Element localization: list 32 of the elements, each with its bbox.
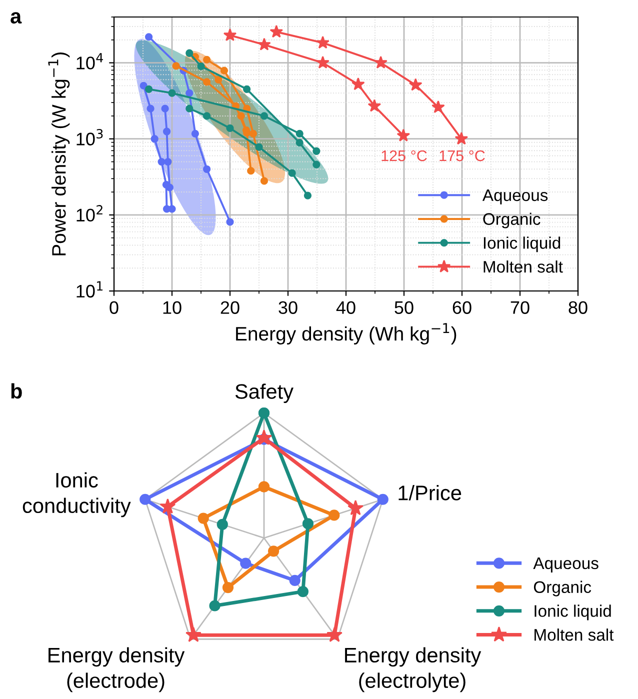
legend-label: Ionic liquid	[534, 604, 611, 620]
x-axis-title: Energy density (Wh kg$^{−1}$)	[236, 323, 456, 345]
x-tick-label: 50	[394, 301, 414, 314]
y-tick-label: 10$^{3}$	[76, 128, 103, 146]
legend-label: Aqueous	[533, 558, 598, 572]
spoke-label: 1/Price	[398, 485, 462, 500]
legend-label: Organic	[483, 212, 540, 228]
legend-label: Organic	[534, 580, 592, 596]
spoke-label: Energy density (electrolyte)	[345, 647, 482, 692]
legend-label: Aqueous	[482, 189, 548, 204]
legend-label: Ionic liquid	[484, 236, 560, 252]
legend-label: Molten salt	[484, 260, 563, 273]
chart-title: b	[11, 383, 22, 399]
spoke-label: Safety	[235, 384, 294, 403]
x-tick-label: 40	[336, 301, 356, 314]
spoke-label: Ionic conductivity	[22, 472, 131, 518]
x-tick-label: 0	[110, 301, 118, 314]
x-tick-label: 30	[278, 301, 298, 314]
spoke-label: Energy density (electrode)	[48, 647, 185, 692]
annotation: 125 °C	[382, 150, 427, 162]
legend-label: Molten salt	[534, 628, 614, 641]
annotation: 175 °C	[440, 150, 485, 162]
x-tick-label: 70	[510, 301, 530, 314]
y-tick-label: 10$^{1}$	[76, 281, 103, 298]
x-tick-label: 80	[568, 301, 588, 314]
x-tick-label: 10	[163, 301, 182, 314]
chart-title: a	[10, 12, 22, 24]
y-tick-label: 10$^{4}$	[76, 53, 103, 70]
y-tick-label: 10$^{2}$	[76, 205, 102, 222]
y-axis-title: Power density (W kg$^{−1}$)	[48, 52, 70, 256]
x-tick-label: 60	[452, 301, 472, 314]
x-tick-label: 20	[220, 301, 240, 314]
